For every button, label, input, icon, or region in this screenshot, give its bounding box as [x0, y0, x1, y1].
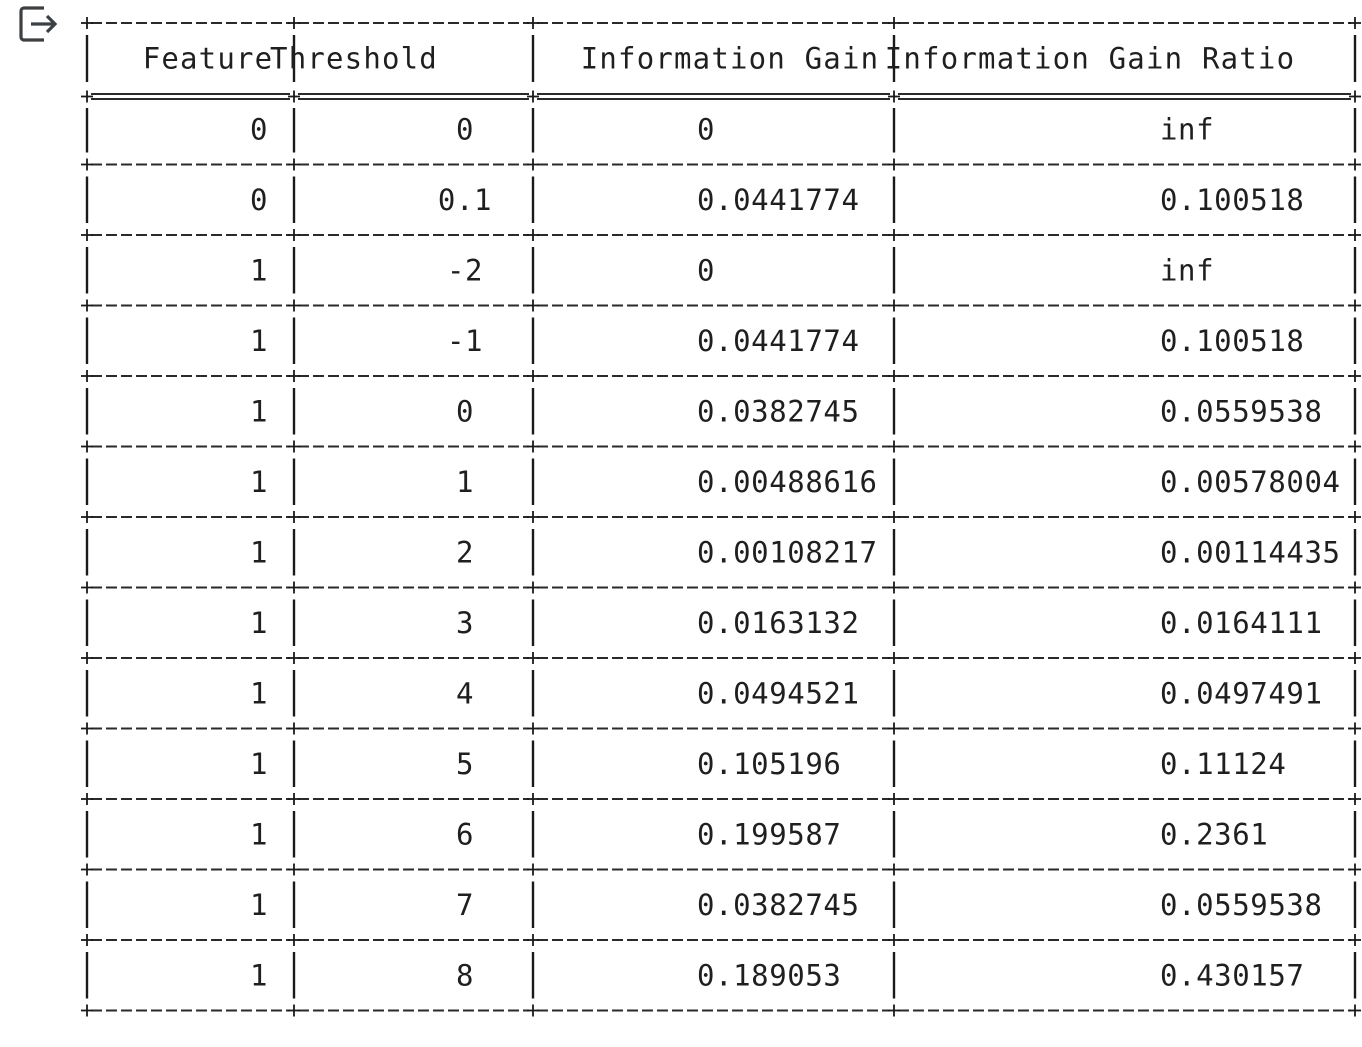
table-cell: 0.0494521 [697, 676, 860, 710]
table-cell: 1 [250, 747, 268, 781]
table-cell: 0.0441774 [697, 324, 860, 358]
table-cell: 0 [250, 112, 268, 146]
table-cell: 0.0559538 [1160, 394, 1323, 428]
table-cell: 8 [456, 958, 474, 992]
table-cell: 0.0382745 [697, 394, 860, 428]
table-cell: inf [1160, 112, 1214, 146]
table-cell: 1 [250, 958, 268, 992]
table-cell: 1 [250, 535, 268, 569]
table-cell: 4 [456, 676, 474, 710]
table-cell: 0.0382745 [697, 888, 860, 922]
table-cell: 0.0163132 [697, 606, 860, 640]
table-cell: 0.100518 [1160, 183, 1304, 217]
table-cell: 5 [456, 747, 474, 781]
table-cell: 0 [456, 112, 474, 146]
table-cell: 0.199587 [697, 817, 841, 851]
table-cell: 0.00488616 [697, 465, 878, 499]
table-cell: 0.00108217 [697, 535, 878, 569]
table-cell: 0.0441774 [697, 183, 860, 217]
table-cell: 0 [250, 183, 268, 217]
table-cell: 0 [697, 253, 715, 287]
table-cell: 0.11124 [1160, 747, 1286, 781]
table-cell: 1 [250, 253, 268, 287]
table-cell: 0.0164111 [1160, 606, 1323, 640]
table-cell: 1 [250, 817, 268, 851]
results-table: Feature Threshold Information Gain Informat… [80, 6, 1362, 1026]
table-cell: -2 [447, 253, 483, 287]
column-header: Information Gain [581, 42, 880, 76]
table-cell: inf [1160, 253, 1214, 287]
table-cell: 0.2361 [1160, 817, 1268, 851]
table-cell: 1 [250, 324, 268, 358]
table-cell: 0.100518 [1160, 324, 1304, 358]
table-cell: 1 [250, 394, 268, 428]
table-cell: 0.1 [438, 183, 492, 217]
table-cell: 1 [250, 606, 268, 640]
table-cell: 0.0559538 [1160, 888, 1323, 922]
table-cell: 2 [456, 535, 474, 569]
table-cell: 0.00114435 [1160, 535, 1341, 569]
column-header: Feature [143, 42, 274, 76]
table-cell: 1 [250, 465, 268, 499]
table-cell: 0.105196 [697, 747, 841, 781]
table-cell: 0 [456, 394, 474, 428]
table-cell: 0.430157 [1160, 958, 1304, 992]
table-cell: 0.189053 [697, 958, 841, 992]
table-cell: 1 [250, 888, 268, 922]
table-cell: 0.00578004 [1160, 465, 1341, 499]
table-cell: -1 [447, 324, 483, 358]
table-cell: 7 [456, 888, 474, 922]
table-cell: 1 [250, 676, 268, 710]
table-cell: 0.0497491 [1160, 676, 1323, 710]
table-cell: 1 [456, 465, 474, 499]
table-cell: 6 [456, 817, 474, 851]
table-cell: 3 [456, 606, 474, 640]
column-header: Threshold [270, 42, 438, 76]
output-redirect-icon[interactable] [18, 4, 58, 44]
column-header: Information Gain Ratio [885, 42, 1296, 76]
table-cell: 0 [697, 112, 715, 146]
